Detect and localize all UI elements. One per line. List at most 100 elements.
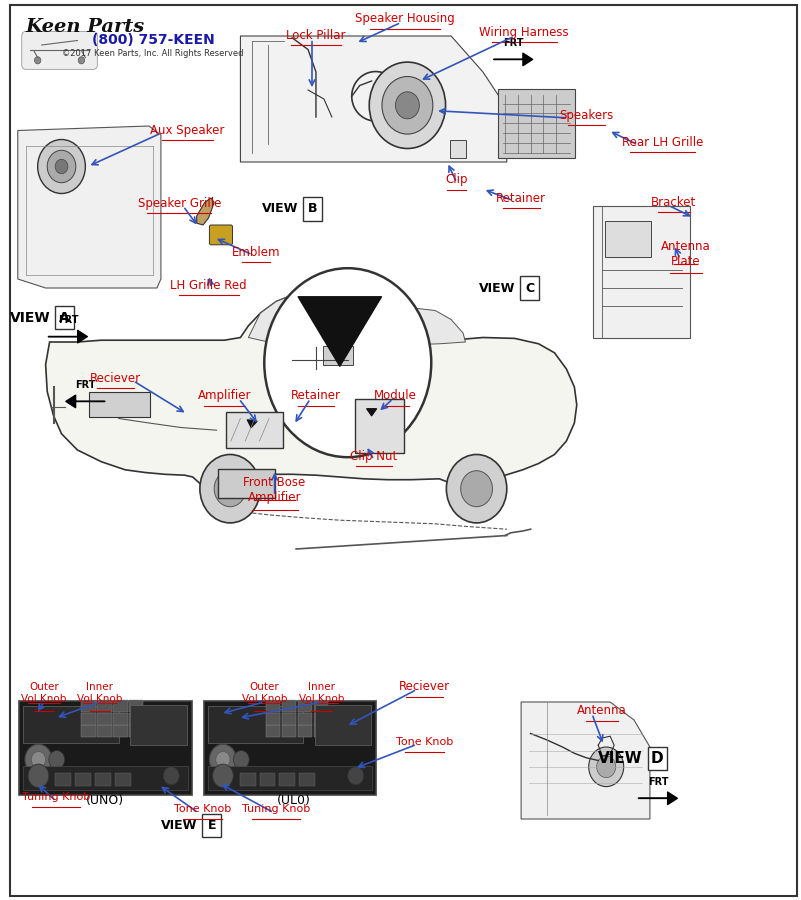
FancyBboxPatch shape: [304, 197, 322, 220]
Text: FRT: FRT: [648, 777, 668, 787]
FancyBboxPatch shape: [113, 713, 127, 725]
Text: Rear LH Grille: Rear LH Grille: [622, 136, 703, 149]
Text: Module: Module: [374, 390, 417, 402]
Text: Aux Speaker: Aux Speaker: [150, 124, 224, 137]
Text: VIEW: VIEW: [479, 282, 516, 294]
FancyArrowPatch shape: [638, 792, 678, 805]
Text: Inner
Vol Knob: Inner Vol Knob: [299, 682, 344, 704]
FancyBboxPatch shape: [260, 773, 276, 786]
Polygon shape: [18, 126, 161, 288]
Polygon shape: [521, 702, 650, 819]
Text: FRT: FRT: [75, 380, 95, 390]
Text: A: A: [59, 310, 70, 325]
FancyBboxPatch shape: [131, 705, 187, 745]
FancyBboxPatch shape: [82, 713, 95, 725]
FancyBboxPatch shape: [450, 140, 466, 158]
Text: E: E: [207, 819, 216, 832]
Text: Speaker Housing: Speaker Housing: [355, 13, 455, 25]
FancyBboxPatch shape: [300, 773, 315, 786]
Circle shape: [589, 747, 624, 787]
FancyBboxPatch shape: [23, 766, 188, 790]
FancyBboxPatch shape: [298, 713, 312, 725]
Circle shape: [264, 268, 431, 457]
Text: B: B: [308, 202, 317, 215]
Circle shape: [396, 92, 420, 119]
Text: VIEW: VIEW: [598, 752, 642, 766]
FancyBboxPatch shape: [207, 706, 304, 742]
FancyBboxPatch shape: [209, 225, 232, 245]
Text: Antenna
Plate: Antenna Plate: [661, 239, 710, 268]
Circle shape: [25, 744, 52, 775]
FancyBboxPatch shape: [313, 700, 328, 712]
Circle shape: [49, 751, 65, 769]
Polygon shape: [240, 36, 507, 162]
FancyBboxPatch shape: [95, 773, 111, 786]
Circle shape: [348, 767, 364, 785]
FancyBboxPatch shape: [218, 469, 276, 498]
Circle shape: [212, 764, 233, 788]
Text: Reciever: Reciever: [90, 372, 141, 384]
Circle shape: [47, 150, 76, 183]
FancyBboxPatch shape: [282, 725, 296, 737]
Circle shape: [461, 471, 493, 507]
Text: FRT: FRT: [58, 315, 78, 325]
Text: Retainer: Retainer: [291, 390, 341, 402]
FancyBboxPatch shape: [97, 725, 111, 737]
Polygon shape: [197, 198, 214, 225]
Circle shape: [34, 57, 41, 64]
Circle shape: [38, 140, 86, 194]
Text: Keen Parts: Keen Parts: [26, 18, 145, 36]
FancyArrowPatch shape: [248, 420, 257, 427]
FancyBboxPatch shape: [298, 700, 312, 712]
FancyBboxPatch shape: [282, 700, 296, 712]
FancyBboxPatch shape: [266, 713, 280, 725]
FancyArrowPatch shape: [66, 395, 105, 408]
Text: Retainer: Retainer: [496, 192, 546, 204]
Circle shape: [78, 57, 85, 64]
FancyBboxPatch shape: [313, 725, 328, 737]
FancyBboxPatch shape: [203, 701, 376, 795]
FancyBboxPatch shape: [89, 392, 150, 417]
Text: Outer
Vol Knob: Outer Vol Knob: [22, 682, 66, 704]
Text: Amplifier: Amplifier: [198, 390, 252, 402]
FancyBboxPatch shape: [498, 89, 575, 158]
Polygon shape: [248, 295, 344, 342]
FancyBboxPatch shape: [323, 346, 352, 365]
Text: (800) 757-KEEN: (800) 757-KEEN: [91, 32, 215, 47]
Text: ©2017 Keen Parts, Inc. All Rights Reserved: ©2017 Keen Parts, Inc. All Rights Reserv…: [62, 49, 244, 58]
FancyBboxPatch shape: [280, 773, 296, 786]
FancyBboxPatch shape: [113, 725, 127, 737]
Text: Tuning Knob: Tuning Knob: [242, 804, 310, 814]
Text: Speaker Grille: Speaker Grille: [138, 197, 221, 210]
Text: Reciever: Reciever: [400, 680, 450, 693]
Circle shape: [200, 454, 260, 523]
FancyBboxPatch shape: [298, 725, 312, 737]
Text: VIEW: VIEW: [161, 819, 198, 832]
Text: Wiring Harness: Wiring Harness: [480, 26, 569, 39]
Text: Emblem: Emblem: [232, 246, 280, 258]
Circle shape: [209, 744, 236, 775]
Text: Front Bose
Amplifier: Front Bose Amplifier: [244, 476, 306, 505]
Text: Tone Knob: Tone Knob: [396, 736, 453, 747]
FancyBboxPatch shape: [19, 701, 192, 795]
Polygon shape: [46, 295, 577, 492]
FancyBboxPatch shape: [606, 221, 650, 257]
FancyBboxPatch shape: [266, 700, 280, 712]
FancyBboxPatch shape: [355, 399, 405, 453]
Text: VIEW: VIEW: [10, 310, 50, 325]
Text: Lock Pillar: Lock Pillar: [286, 29, 346, 41]
Text: C: C: [525, 282, 534, 294]
FancyArrowPatch shape: [48, 330, 87, 343]
FancyBboxPatch shape: [113, 700, 127, 712]
Text: (UNO): (UNO): [87, 794, 124, 806]
FancyBboxPatch shape: [75, 773, 91, 786]
FancyBboxPatch shape: [55, 306, 74, 329]
FancyBboxPatch shape: [203, 814, 221, 837]
Text: VIEW: VIEW: [262, 202, 299, 215]
FancyArrowPatch shape: [367, 409, 376, 416]
Circle shape: [28, 764, 49, 788]
Circle shape: [215, 752, 230, 768]
FancyBboxPatch shape: [55, 773, 71, 786]
Circle shape: [233, 751, 249, 769]
FancyBboxPatch shape: [97, 713, 111, 725]
